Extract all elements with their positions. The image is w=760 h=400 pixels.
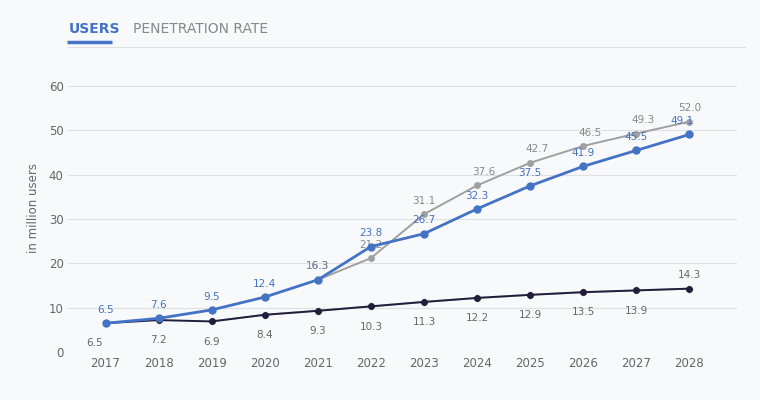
Text: 9.5: 9.5	[204, 292, 220, 302]
Text: 45.5: 45.5	[625, 132, 648, 142]
Text: 10.3: 10.3	[359, 322, 382, 332]
Text: 16.3: 16.3	[306, 262, 330, 272]
Text: 9.3: 9.3	[309, 326, 326, 336]
Text: 32.3: 32.3	[465, 190, 489, 200]
Text: 13.9: 13.9	[625, 306, 648, 316]
Text: 6.5: 6.5	[97, 305, 114, 315]
Text: 49.1: 49.1	[671, 116, 694, 126]
Text: 6.5: 6.5	[86, 338, 103, 348]
Text: 26.7: 26.7	[413, 215, 435, 225]
Text: 49.3: 49.3	[632, 115, 655, 125]
Text: 16.3: 16.3	[306, 262, 330, 272]
Text: 13.5: 13.5	[572, 308, 595, 318]
Text: 6.9: 6.9	[204, 337, 220, 347]
Y-axis label: in million users: in million users	[27, 163, 40, 253]
Text: 7.6: 7.6	[150, 300, 167, 310]
Text: 41.9: 41.9	[572, 148, 595, 158]
Text: 37.5: 37.5	[518, 168, 542, 178]
Text: 12.4: 12.4	[253, 279, 277, 289]
Text: 31.1: 31.1	[413, 196, 435, 206]
Text: 46.5: 46.5	[578, 128, 602, 138]
Text: USERS: USERS	[68, 22, 120, 36]
Text: 8.4: 8.4	[256, 330, 273, 340]
Text: 7.2: 7.2	[150, 335, 167, 345]
Text: 11.3: 11.3	[413, 317, 435, 327]
Text: PENETRATION RATE: PENETRATION RATE	[133, 22, 268, 36]
Text: 14.3: 14.3	[678, 270, 701, 280]
Text: 52.0: 52.0	[678, 103, 701, 113]
Text: 12.2: 12.2	[465, 313, 489, 323]
Text: 12.9: 12.9	[518, 310, 542, 320]
Text: 37.6: 37.6	[473, 167, 496, 177]
Text: 42.7: 42.7	[525, 144, 549, 154]
Text: 23.8: 23.8	[359, 228, 382, 238]
Text: 21.2: 21.2	[359, 240, 382, 250]
